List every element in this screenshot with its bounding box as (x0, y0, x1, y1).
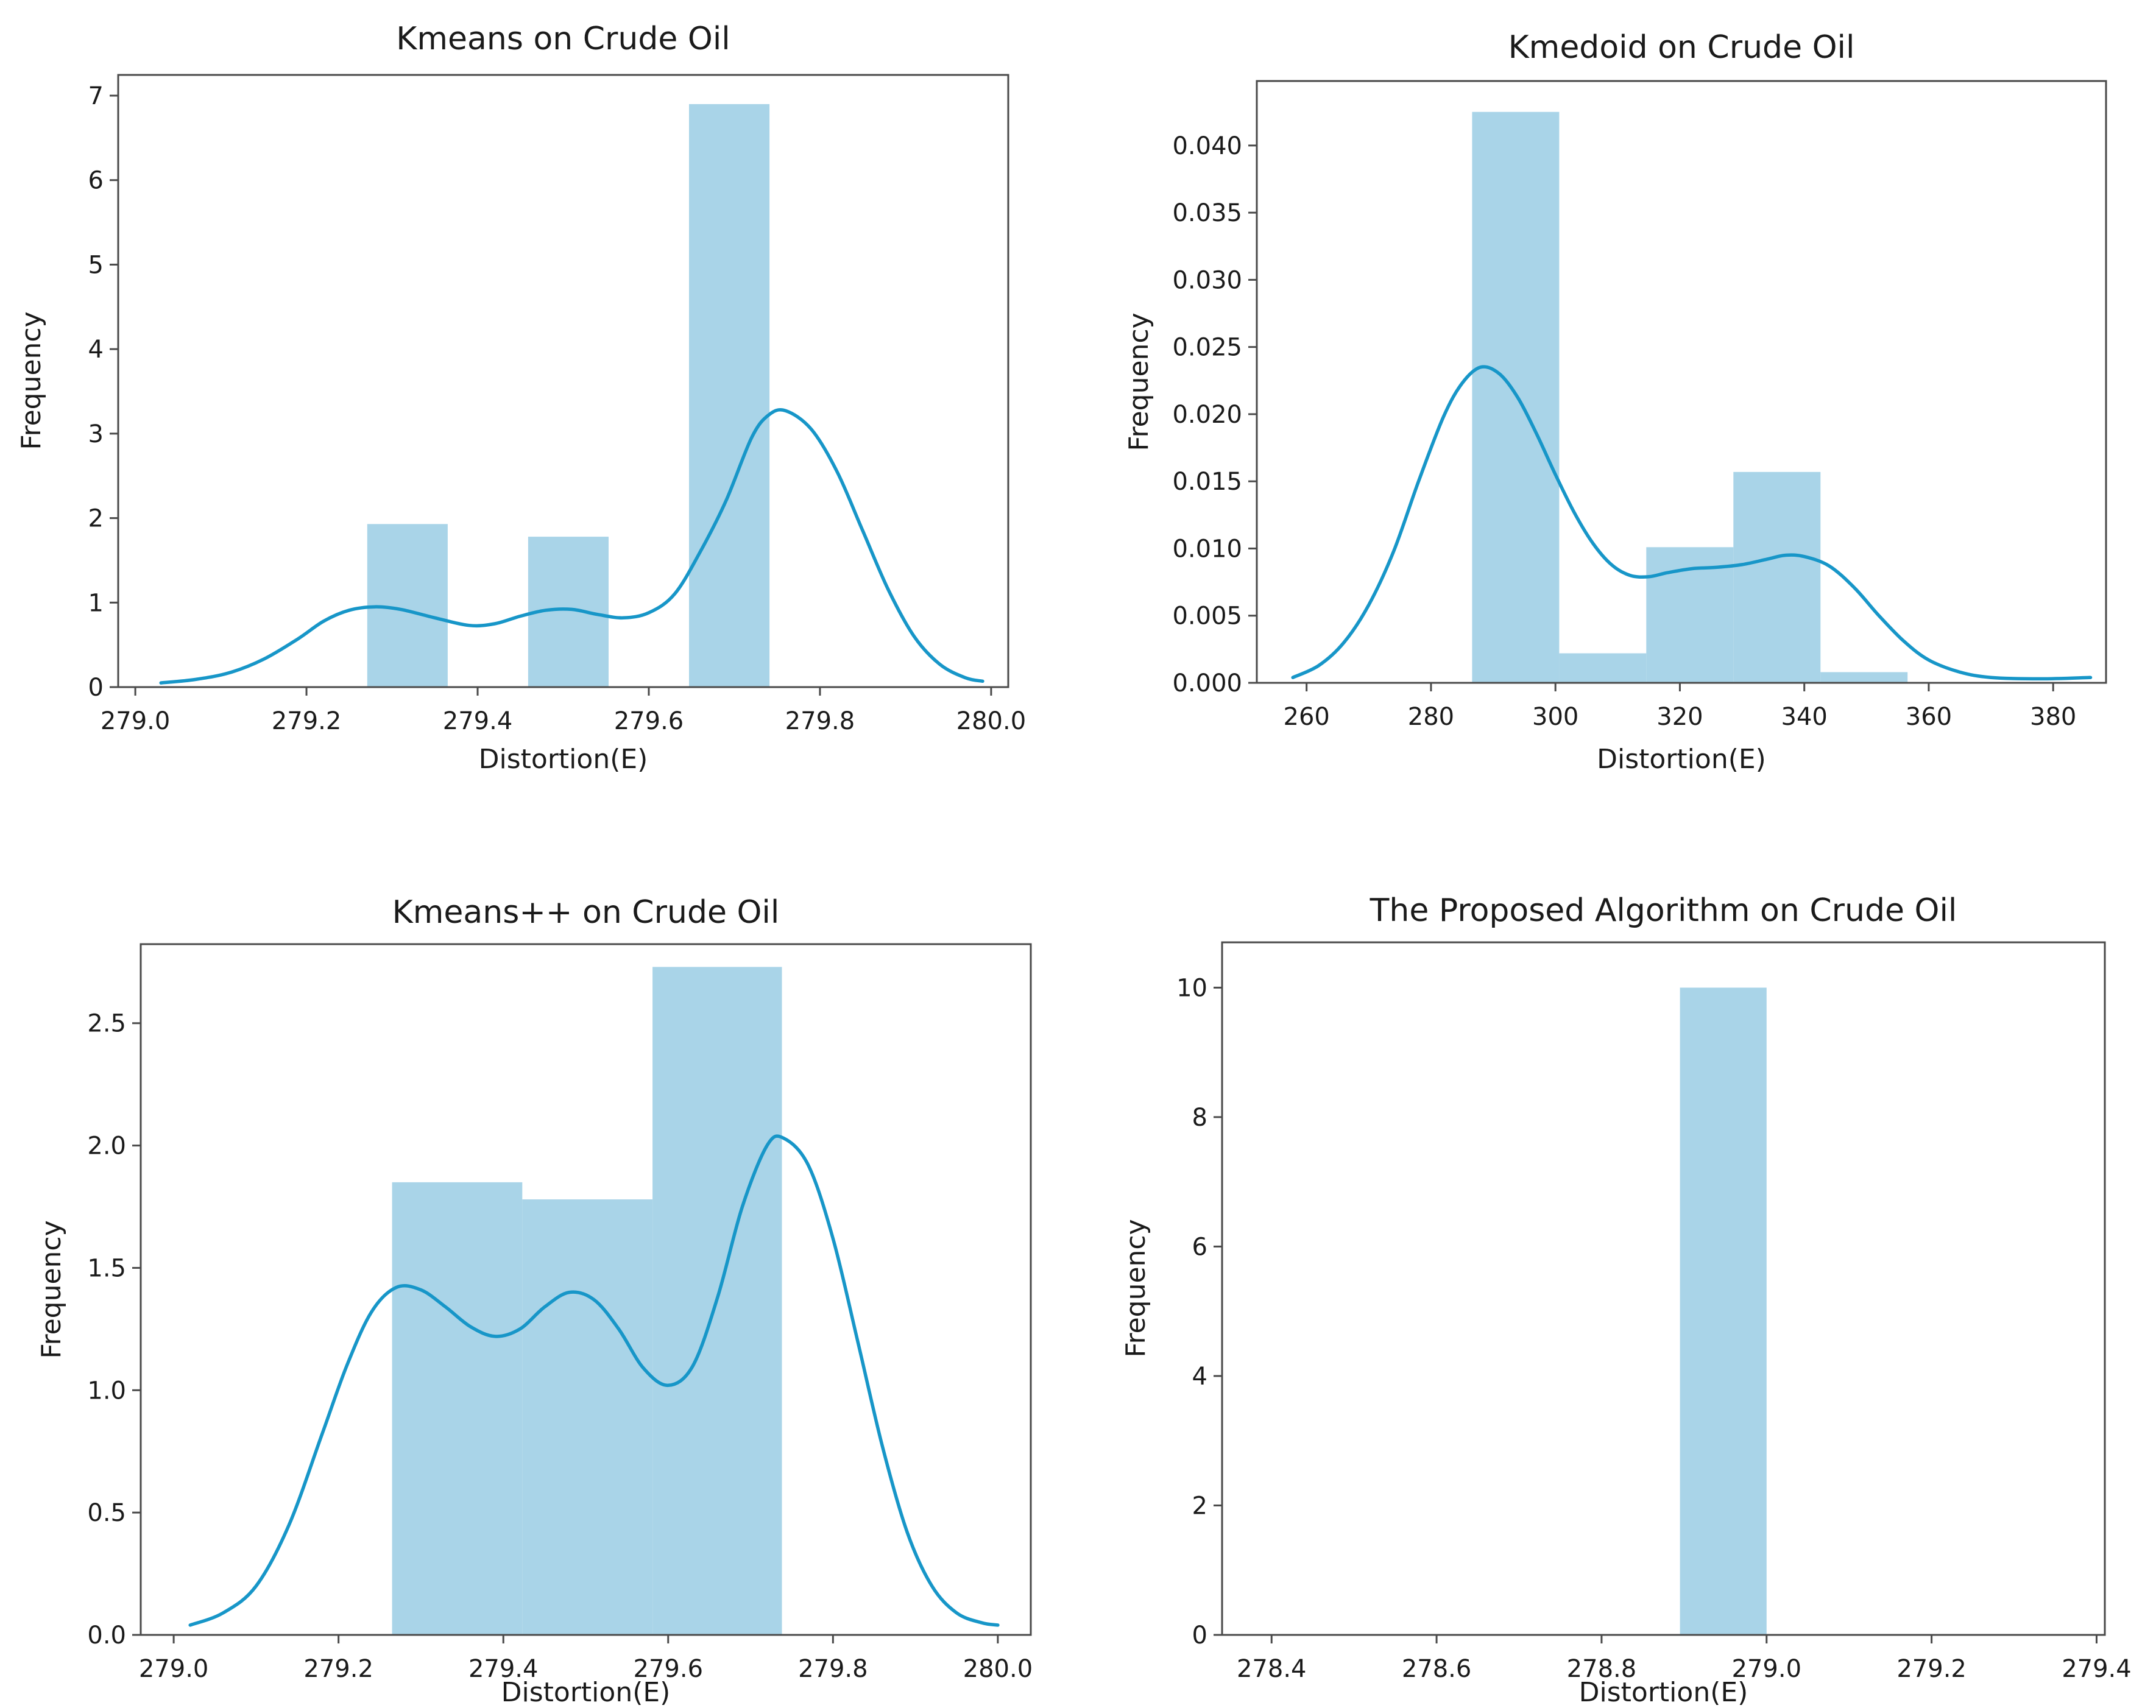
y-tick-label: 0.035 (1172, 199, 1242, 227)
y-tick-label: 6 (88, 167, 104, 195)
y-tick-label: 3 (88, 420, 104, 448)
subplot-proposed-algorithm: The Proposed Algorithm on Crude Oil Freq… (1078, 850, 2156, 1706)
x-tick-label: 279.0 (139, 1655, 209, 1683)
kde-curve (159, 408, 984, 685)
plot-canvas-kmeans-plus-plus: 279.0 279.2 279.4 279.6 279.8 280.0 0.0 0.5 1.0 1… (87, 943, 1033, 1683)
histogram-bar (522, 1199, 652, 1635)
y-tick-label: 0 (1192, 1622, 1207, 1650)
y-tick-label: 0.020 (1172, 401, 1242, 429)
axes-frame (140, 943, 1032, 1636)
x-axis-ticks: 279.0 279.2 279.4 279.6 279.8 280.0 (139, 1635, 1033, 1683)
y-axis-ticks: 0 2 4 6 8 10 (1176, 974, 1222, 1650)
axes-frame (1221, 941, 2106, 1636)
histogram-bars (367, 104, 770, 687)
x-tick-label: 340 (1781, 703, 1828, 731)
histogram-bar (392, 1182, 523, 1635)
y-tick-label: 1.5 (87, 1254, 126, 1282)
x-tick-label: 300 (1532, 703, 1578, 731)
y-axis-ticks: 0.0 0.5 1.0 1.5 2.0 2.5 (87, 1010, 141, 1650)
y-tick-label: 4 (88, 336, 104, 364)
subplot-kmedoid: Kmedoid on Crude Oil Frequency 260 280 300… (1078, 0, 2156, 850)
subplot-kmeans: Kmeans on Crude Oil Frequency 279.0 279.2… (0, 0, 1078, 850)
x-tick-label: 260 (1284, 703, 1330, 731)
y-tick-label: 0.010 (1172, 535, 1242, 563)
x-tick-label: 279.8 (785, 707, 855, 735)
axes-frame (1256, 80, 2107, 684)
y-tick-label: 0.015 (1172, 468, 1242, 496)
histogram-bar (1472, 111, 1560, 683)
x-tick-label: 279.2 (303, 1655, 373, 1683)
plot-canvas-kmedoid: 260 280 300 320 340 360 380 0.000 0.005 0.010 0.01… (1172, 80, 2107, 731)
y-tick-label: 0.005 (1172, 602, 1242, 630)
histogram-bar (1559, 653, 1647, 683)
x-tick-label: 280.0 (963, 1655, 1033, 1683)
plot-canvas-kmeans: 279.0 279.2 279.4 279.6 279.8 280.0 0 1 2 3 4 5 6 7 (88, 74, 1026, 735)
x-tick-label: 279.4 (443, 707, 513, 735)
y-tick-label: 8 (1192, 1104, 1207, 1132)
x-tick-label: 360 (1906, 703, 1952, 731)
y-tick-label: 1.0 (87, 1377, 126, 1405)
y-tick-label: 2 (88, 505, 104, 533)
plot-title: Kmedoid on Crude Oil (1508, 29, 1855, 66)
y-tick-label: 7 (88, 82, 104, 110)
kde-curve (1291, 365, 2093, 681)
x-tick-label: 279.6 (634, 1655, 704, 1683)
y-tick-label: 2.5 (87, 1010, 126, 1038)
x-axis-ticks: 278.4 278.6 278.8 279.0 279.2 279.4 (1237, 1635, 2132, 1683)
x-tick-label: 279.2 (272, 707, 342, 735)
y-tick-label: 0.030 (1172, 266, 1242, 294)
x-axis-ticks: 279.0 279.2 279.4 279.6 279.8 280.0 (101, 687, 1026, 735)
histogram-bar (1820, 672, 1908, 683)
plot-title: The Proposed Algorithm on Crude Oil (1370, 892, 1957, 929)
x-tick-label: 278.4 (1237, 1655, 1307, 1683)
histogram-bars (392, 967, 782, 1635)
axes-frame (117, 74, 1009, 688)
x-axis-ticks: 260 280 300 320 340 360 380 (1284, 683, 2076, 731)
y-tick-label: 0 (88, 674, 104, 702)
x-tick-label: 279.8 (798, 1655, 868, 1683)
x-axis-label: Distortion(E) (501, 1677, 671, 1708)
x-axis-label: Distortion(E) (1578, 1677, 1748, 1708)
histogram-bar (689, 104, 770, 687)
kde-curve (188, 1134, 1000, 1627)
x-tick-label: 279.6 (614, 707, 684, 735)
x-tick-label: 278.6 (1402, 1655, 1472, 1683)
histogram-bars (1680, 987, 1767, 1635)
y-tick-label: 0.025 (1172, 334, 1242, 362)
y-tick-label: 0.5 (87, 1499, 126, 1527)
x-tick-label: 279.4 (2062, 1655, 2132, 1683)
y-tick-label: 2 (1192, 1492, 1207, 1520)
plot-canvas-proposed: 278.4 278.6 278.8 279.0 279.2 279.4 0 2 4 6 8 10 (1176, 941, 2132, 1683)
y-tick-label: 5 (88, 251, 104, 279)
subplot-kmeans-plus-plus: Kmeans++ on Crude Oil Frequency 279.0 279… (0, 850, 1078, 1706)
x-tick-label: 278.8 (1567, 1655, 1637, 1683)
y-tick-label: 4 (1192, 1363, 1207, 1391)
x-tick-label: 279.4 (468, 1655, 539, 1683)
x-tick-label: 279.2 (1896, 1655, 1967, 1683)
y-tick-label: 2.0 (87, 1132, 126, 1160)
y-axis-ticks: 0 1 2 3 4 5 6 7 (88, 82, 118, 702)
y-tick-label: 1 (88, 589, 104, 617)
y-tick-label: 10 (1176, 974, 1207, 1002)
x-tick-label: 280.0 (956, 707, 1027, 735)
y-tick-label: 6 (1192, 1233, 1207, 1261)
x-tick-label: 280 (1408, 703, 1454, 731)
histogram-bar (1680, 987, 1767, 1635)
x-tick-label: 279.0 (1732, 1655, 1802, 1683)
x-tick-label: 380 (2030, 703, 2076, 731)
x-tick-label: 279.0 (101, 707, 171, 735)
plot-title: Kmeans++ on Crude Oil (392, 894, 780, 931)
y-tick-label: 0.000 (1172, 669, 1242, 697)
histogram-bar (1733, 471, 1821, 683)
plot-title: Kmeans on Crude Oil (396, 21, 730, 57)
x-tick-label: 320 (1656, 703, 1703, 731)
y-tick-label: 0.0 (87, 1622, 126, 1650)
y-tick-label: 0.040 (1172, 132, 1242, 160)
x-axis-label: Distortion(E) (1597, 744, 1766, 775)
x-axis-label: Distortion(E) (478, 744, 648, 775)
y-axis-ticks: 0.000 0.005 0.010 0.015 0.020 0.025 0.030 0.035… (1172, 132, 1257, 697)
histogram-bars (1472, 111, 1908, 683)
